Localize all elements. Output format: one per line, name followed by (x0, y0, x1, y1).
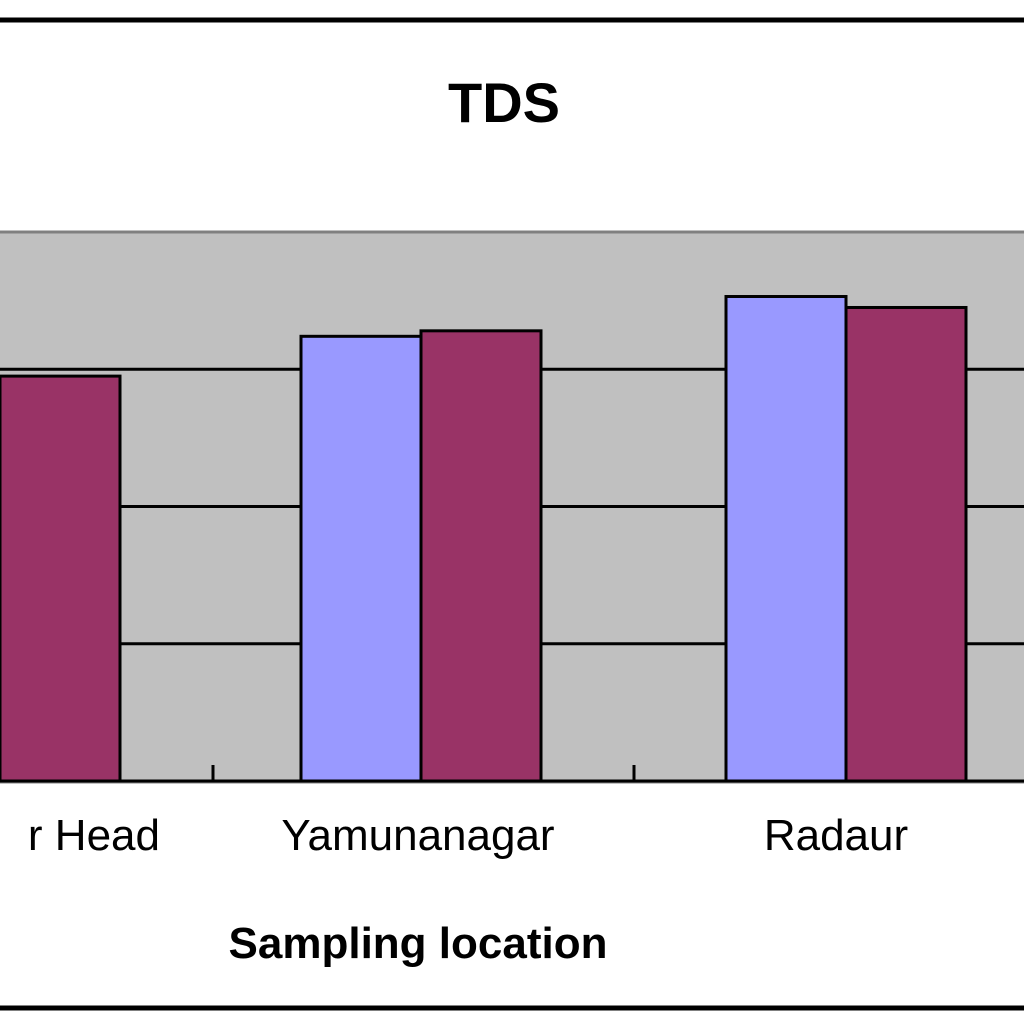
bar-series-1-yamunanagar (299, 334, 423, 783)
x-axis-tick-labels: r Head Yamunanagar Radaur (28, 811, 908, 860)
x-tick-label-radaur: Radaur (764, 811, 908, 860)
bar-series-1-radaur (724, 295, 848, 783)
x-tick-label-r-head: r Head (28, 811, 160, 860)
bar-series-2-r-head (0, 374, 122, 783)
x-axis-ticks (211, 765, 636, 781)
x-tick-label-yamunanagar: Yamunanagar (281, 811, 554, 860)
bar-series-2-radaur (844, 305, 968, 783)
x-axis-title: Sampling location (229, 919, 608, 968)
bar-series-2-yamunanagar (419, 329, 543, 783)
chart-title: TDS (448, 71, 560, 134)
